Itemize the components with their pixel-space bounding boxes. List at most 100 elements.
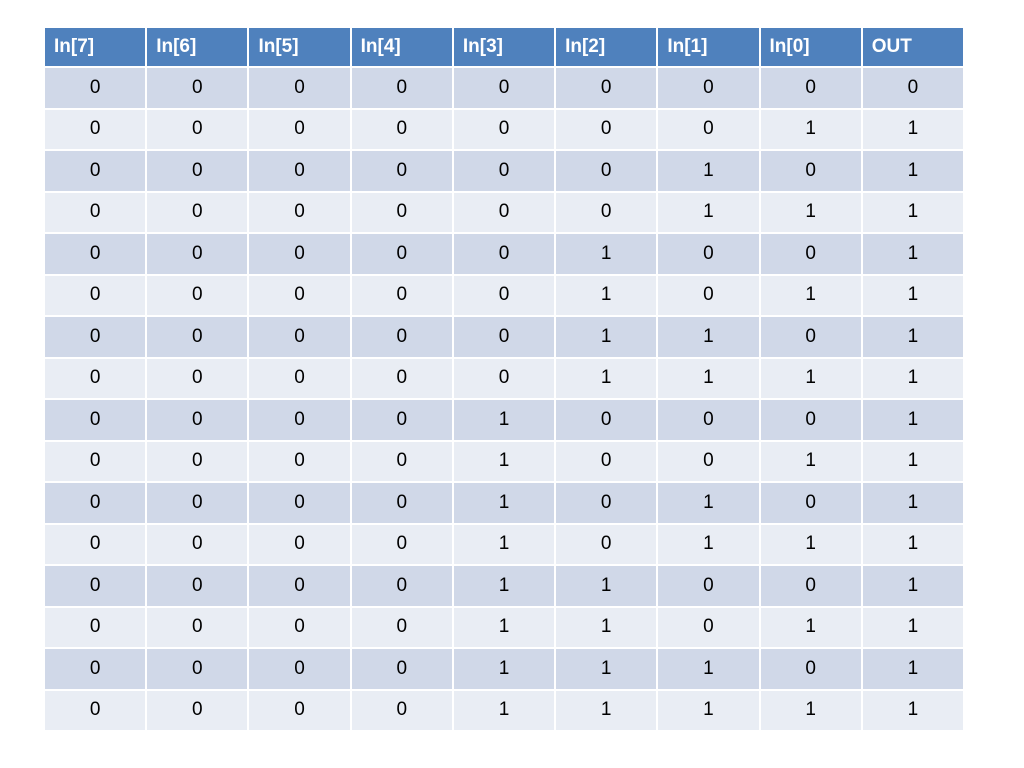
table-cell: 0 [758,564,863,608]
table-cell: 1 [758,522,863,566]
table-cell: 0 [349,688,454,732]
table-cell: 0 [247,149,352,193]
table-cell: 0 [145,190,250,234]
table-cell: 1 [860,605,966,649]
table-cell: 1 [451,688,557,732]
table-cell: 1 [656,688,761,732]
table-cell: 0 [42,66,148,110]
table-cell: 0 [349,647,454,691]
table-cell: 1 [860,522,966,566]
table-cell: 1 [451,647,557,691]
table-cell: 0 [247,107,352,151]
table-cell: 0 [758,315,863,359]
table-cell: 1 [554,647,659,691]
table-cell: 0 [42,232,148,276]
table-cell: 0 [349,522,454,566]
table-cell: 0 [349,273,454,317]
header-cell: In[5] [247,26,352,68]
table-cell: 0 [247,605,352,649]
table-cell: 0 [451,273,557,317]
table-cell: 1 [860,481,966,525]
table-cell: 0 [247,398,352,442]
table-cell: 1 [656,315,761,359]
table-cell: 0 [656,398,761,442]
table-cell: 0 [656,66,761,110]
table-cell: 0 [554,66,659,110]
table-cell: 0 [758,66,863,110]
truth-table: In[7] In[6] In[5] In[4] In[3] In[2] In[1] In[0]… [42,26,966,732]
table-cell: 0 [247,481,352,525]
table-cell: 1 [860,315,966,359]
table-cell: 0 [247,522,352,566]
table-cell: 1 [860,688,966,732]
table-cell: 1 [656,356,761,400]
table-cell: 0 [145,522,250,566]
header-cell: In[2] [554,26,659,68]
table-cell: 1 [860,107,966,151]
table-cell: 0 [145,439,250,483]
header-row: In[7] In[6] In[5] In[4] In[3] In[2] In[1] In[0]… [42,26,966,68]
table-cell: 0 [554,481,659,525]
table-cell: 1 [554,564,659,608]
table-cell: 0 [247,232,352,276]
table-cell: 0 [42,522,148,566]
table-cell: 1 [860,273,966,317]
table-cell: 1 [554,273,659,317]
table-cell: 0 [451,149,557,193]
table-cell: 0 [145,481,250,525]
table-cell: 1 [860,190,966,234]
table-cell: 0 [247,190,352,234]
table-cell: 1 [758,688,863,732]
table-cell: 0 [349,564,454,608]
table-cell: 0 [145,356,250,400]
table-cell: 0 [247,356,352,400]
table-cell: 1 [758,439,863,483]
table-cell: 0 [758,398,863,442]
header-cell: In[1] [656,26,761,68]
table-cell: 0 [145,647,250,691]
table-cell: 0 [554,398,659,442]
table-cell: 0 [656,232,761,276]
table-cell: 0 [145,273,250,317]
table-cell: 0 [451,356,557,400]
table-cell: 0 [758,481,863,525]
table-cell: 1 [656,149,761,193]
table-cell: 1 [554,688,659,732]
table-cell: 0 [42,356,148,400]
table-cell: 1 [554,315,659,359]
table-cell: 0 [42,315,148,359]
table-cell: 1 [758,107,863,151]
table-cell: 0 [145,66,250,110]
header-cell: In[3] [451,26,557,68]
table-cell: 0 [554,439,659,483]
table-cell: 1 [451,481,557,525]
table-cell: 0 [451,107,557,151]
header-cell: In[4] [349,26,454,68]
table-cell: 1 [860,439,966,483]
table-cell: 0 [42,107,148,151]
table-cell: 0 [42,481,148,525]
table-cell: 0 [247,688,352,732]
table-cell: 0 [451,315,557,359]
table-cell: 0 [451,66,557,110]
table-cell: 0 [145,149,250,193]
table-cell: 0 [42,564,148,608]
table-cell: 0 [145,688,250,732]
table-cell: 0 [554,107,659,151]
table-cell: 0 [349,439,454,483]
table-cell: 0 [349,190,454,234]
